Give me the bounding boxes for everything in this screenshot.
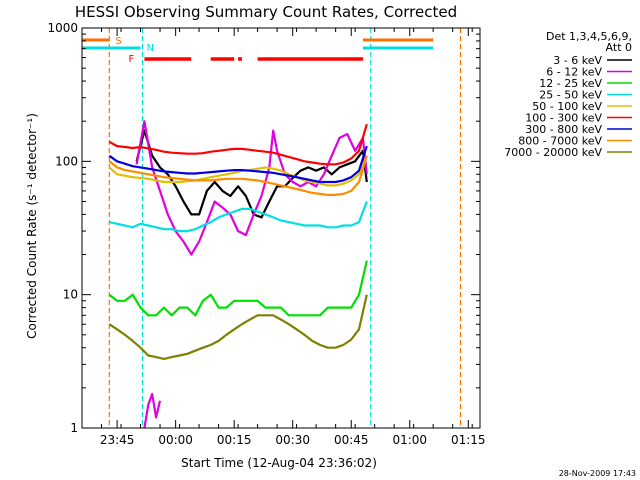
plot-frame (81, 27, 481, 429)
series-line (108, 123, 368, 166)
y-tick-label: 100 (55, 154, 78, 168)
x-tick-label: 01:00 (392, 433, 427, 447)
y-axis-label: Corrected Count Rate (s⁻¹ detector⁻¹) (25, 113, 39, 339)
x-tick-label: 01:15 (451, 433, 486, 447)
plot-data: S N F (82, 28, 462, 429)
flag-label: F (128, 54, 134, 65)
x-tick-label: 23:45 (100, 433, 135, 447)
series-line (108, 145, 368, 184)
legend-label: 7000 - 20000 keV (504, 146, 602, 159)
footer-timestamp: 28-Nov-2009 17:43 (559, 469, 636, 478)
legend-label: 6 - 12 keV (546, 66, 602, 79)
series-line (135, 120, 368, 256)
series-line (109, 201, 368, 233)
y-tick-label: 1 (70, 421, 78, 435)
series-line (108, 155, 368, 196)
legend-label: 12 - 25 keV (539, 77, 602, 90)
legend-header-2: Att 0 (606, 41, 632, 54)
x-axis-label: Start Time (12-Aug-04 23:36:02) (181, 456, 377, 470)
legend-label: 300 - 800 keV (525, 123, 602, 136)
legend-label: 100 - 300 keV (525, 112, 602, 125)
x-tick-label: 00:15 (217, 433, 252, 447)
legend-header-1: Det 1,3,4,5,6,9, (546, 30, 632, 43)
y-tick-label: 10 (63, 288, 78, 302)
chart-title: HESSI Observing Summary Count Rates, Cor… (75, 3, 457, 21)
x-tick-label: 00:30 (275, 433, 310, 447)
legend-label: 3 - 6 keV (553, 54, 602, 67)
legend-label: 800 - 7000 keV (518, 135, 602, 148)
series-line (135, 129, 368, 219)
y-tick-label: 1000 (47, 21, 78, 35)
series-line (108, 294, 368, 360)
series-line (108, 260, 368, 317)
series-line (143, 392, 162, 429)
flag-label: N (146, 43, 153, 54)
legend-label: 25 - 50 keV (539, 89, 602, 102)
legend-label: 50 - 100 keV (532, 100, 602, 113)
flag-label: S (115, 36, 121, 47)
series-line (108, 155, 368, 187)
x-tick-label: 00:45 (334, 433, 369, 447)
axes: 1 10 100 1000 23:45 00:00 00:15 00:30 00:45 01:00… (47, 21, 485, 447)
x-tick-label: 00:00 (158, 433, 193, 447)
